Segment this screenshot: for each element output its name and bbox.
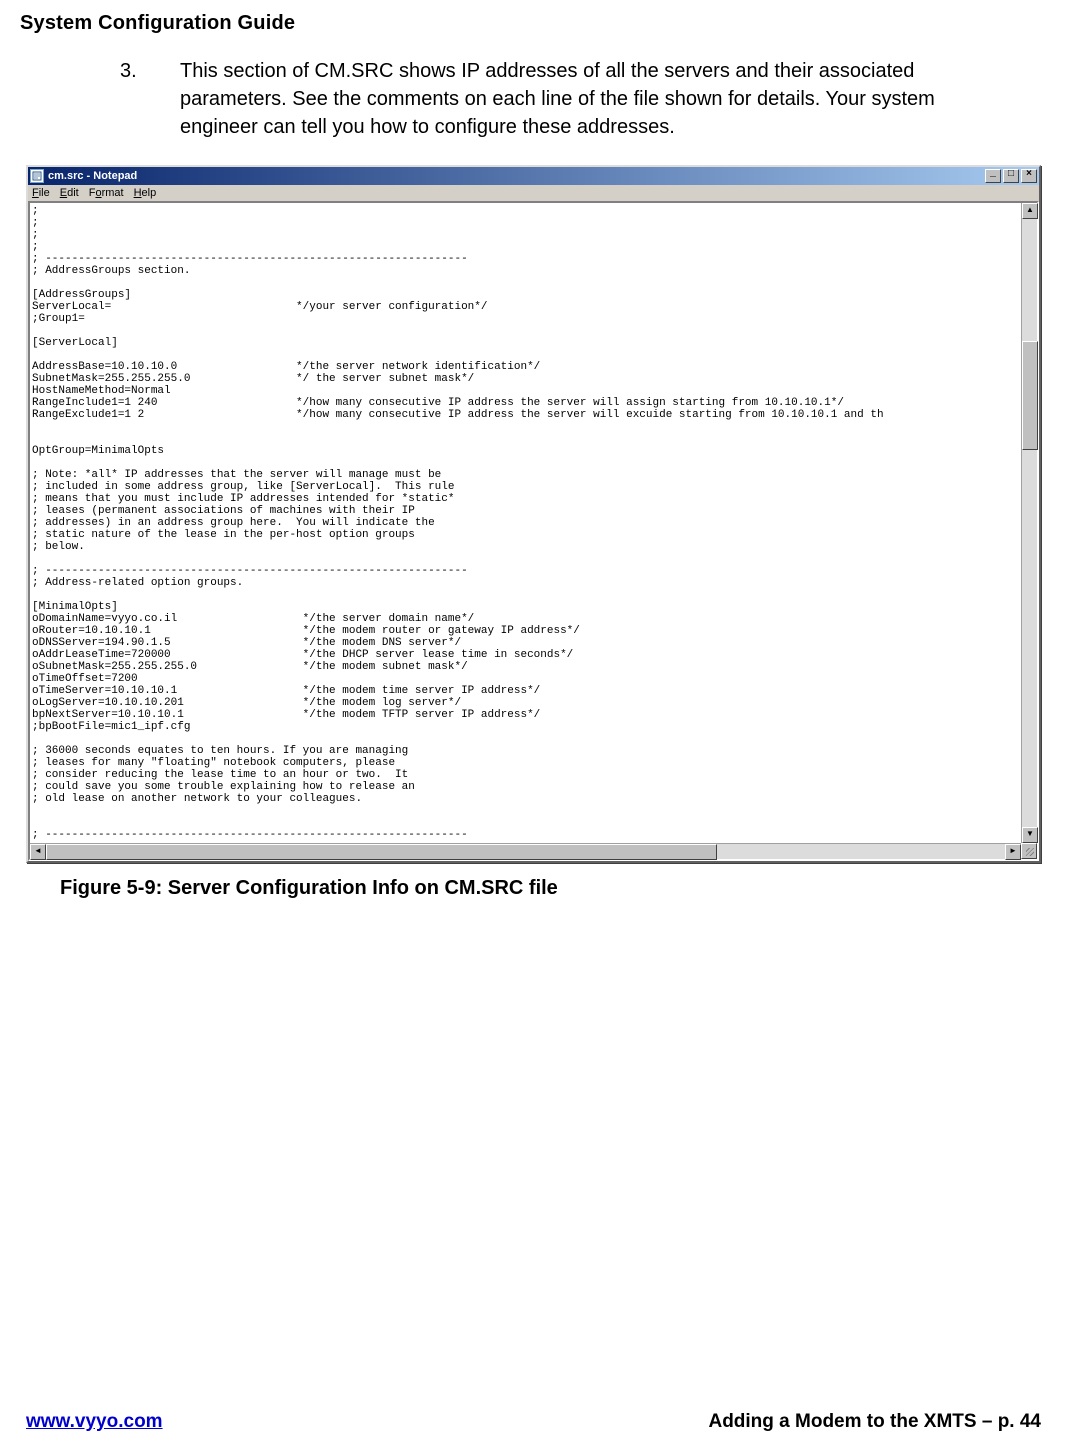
list-text: This section of CM.SRC shows IP addresse… xyxy=(180,57,967,141)
notepad-window: cm.src - Notepad _ □ × File Edit Format … xyxy=(26,165,1041,863)
window-maximize-button[interactable]: □ xyxy=(1003,169,1019,183)
list-number: 3. xyxy=(120,57,180,141)
menu-bar: File Edit Format Help xyxy=(28,185,1039,201)
page-title: System Configuration Guide xyxy=(0,0,1067,53)
vertical-scroll-track[interactable] xyxy=(1022,219,1037,827)
notepad-icon xyxy=(30,169,44,183)
window-titlebar[interactable]: cm.src - Notepad _ □ × xyxy=(28,167,1039,185)
figure-caption: Figure 5-9: Server Configuration Info on… xyxy=(0,871,1067,900)
menu-edit[interactable]: Edit xyxy=(60,187,79,199)
body-paragraph: 3. This section of CM.SRC shows IP addre… xyxy=(0,53,1067,159)
scroll-right-button[interactable]: ► xyxy=(1005,844,1021,860)
editor-frame: ; ; ; ; ; ------------------------------… xyxy=(28,201,1039,861)
editor-textarea[interactable]: ; ; ; ; ; ------------------------------… xyxy=(30,203,1021,843)
scroll-up-button[interactable]: ▲ xyxy=(1022,203,1038,219)
vertical-scrollbar[interactable]: ▲ ▼ xyxy=(1021,203,1037,843)
window-close-button[interactable]: × xyxy=(1021,169,1037,183)
menu-help[interactable]: Help xyxy=(134,187,157,199)
vertical-scroll-thumb[interactable] xyxy=(1022,341,1038,450)
footer-link[interactable]: www.vyyo.com xyxy=(26,1411,163,1433)
menu-file[interactable]: File xyxy=(32,187,50,199)
menu-format[interactable]: Format xyxy=(89,187,124,199)
page-footer: www.vyyo.com Adding a Modem to the XMTS … xyxy=(0,1411,1067,1433)
scroll-down-button[interactable]: ▼ xyxy=(1022,827,1038,843)
horizontal-scroll-track[interactable] xyxy=(46,844,1005,859)
resize-grip[interactable] xyxy=(1021,843,1037,859)
window-minimize-button[interactable]: _ xyxy=(985,169,1001,183)
scroll-left-button[interactable]: ◄ xyxy=(30,844,46,860)
horizontal-scroll-thumb[interactable] xyxy=(46,844,717,860)
horizontal-scrollbar[interactable]: ◄ ► xyxy=(30,843,1021,859)
footer-right: Adding a Modem to the XMTS – p. 44 xyxy=(708,1411,1041,1433)
window-title: cm.src - Notepad xyxy=(48,170,985,182)
